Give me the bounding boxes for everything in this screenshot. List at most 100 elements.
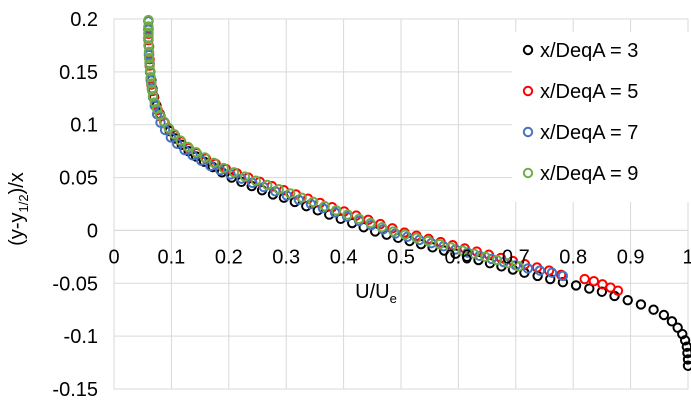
data-point bbox=[376, 222, 388, 233]
data-point bbox=[163, 122, 174, 134]
data-point bbox=[486, 253, 497, 265]
data-point bbox=[546, 267, 558, 278]
data-point bbox=[503, 258, 514, 269]
data-point bbox=[457, 245, 468, 256]
y-tick-label: 0.05 bbox=[59, 168, 98, 190]
data-point bbox=[228, 167, 240, 178]
legend-marker bbox=[522, 126, 534, 138]
x-tick-label: 0.4 bbox=[330, 246, 358, 268]
data-point bbox=[658, 309, 670, 321]
data-point bbox=[434, 238, 445, 250]
y-tick-label: -0.05 bbox=[52, 273, 98, 295]
data-point bbox=[285, 188, 296, 199]
data-point bbox=[143, 21, 154, 32]
data-point bbox=[411, 232, 422, 244]
data-points bbox=[143, 14, 691, 371]
data-point bbox=[681, 341, 691, 352]
data-point bbox=[445, 242, 457, 253]
data-point bbox=[584, 283, 595, 294]
data-point bbox=[474, 250, 485, 262]
data-point bbox=[682, 347, 691, 359]
data-point bbox=[239, 171, 251, 182]
data-point bbox=[190, 147, 202, 158]
data-point bbox=[612, 285, 624, 296]
data-point bbox=[534, 265, 546, 276]
data-point bbox=[622, 295, 633, 306]
data-point bbox=[143, 46, 155, 57]
data-point bbox=[218, 162, 229, 174]
data-point bbox=[648, 304, 659, 315]
x-axis-ticks: 0 0.1 0.2 0.3 0.4 0.5 0.6 0.7 0.8 0.9 1 bbox=[108, 246, 691, 268]
legend-marker bbox=[522, 85, 534, 97]
data-point bbox=[390, 228, 401, 239]
legend-label: x/DeqA = 3 bbox=[540, 40, 638, 62]
data-point bbox=[296, 192, 307, 203]
data-point bbox=[146, 84, 158, 96]
data-point bbox=[399, 229, 411, 240]
x-tick-label: 0.9 bbox=[617, 246, 645, 268]
data-point bbox=[353, 213, 365, 225]
data-point bbox=[144, 59, 155, 70]
y-tick-label: -0.15 bbox=[52, 379, 98, 400]
legend-label: x/DeqA = 5 bbox=[540, 81, 638, 103]
x-tick-label: 0.1 bbox=[157, 246, 185, 268]
data-point bbox=[682, 360, 691, 371]
data-point bbox=[146, 78, 157, 89]
data-point bbox=[422, 235, 434, 247]
data-point bbox=[143, 33, 154, 45]
y-axis-ticks: 0.2 0.15 0.1 0.05 0 -0.05 -0.1 -0.15 bbox=[52, 9, 98, 400]
data-point bbox=[330, 205, 342, 216]
legend-background bbox=[512, 32, 690, 202]
x-tick-label: 1 bbox=[682, 246, 691, 268]
data-point bbox=[273, 184, 284, 195]
data-point bbox=[149, 97, 160, 108]
series-3 bbox=[143, 15, 569, 282]
legend: x/DeqA = 3 x/DeqA = 5 x/DeqA = 7 x/DeqA = 9 bbox=[512, 32, 690, 202]
x-tick-label: 0.6 bbox=[444, 246, 472, 268]
data-point bbox=[262, 179, 273, 191]
x-axis-title: U/Ue bbox=[355, 281, 397, 306]
data-point bbox=[588, 275, 600, 287]
y-tick-label: 0.15 bbox=[59, 62, 98, 84]
data-point bbox=[305, 198, 317, 210]
y-tick-label: 0 bbox=[87, 220, 98, 242]
series-4 bbox=[143, 14, 524, 272]
x-tick-label: 0.3 bbox=[272, 246, 300, 268]
data-point bbox=[462, 247, 473, 258]
x-tick-label: 0.8 bbox=[559, 246, 587, 268]
data-point bbox=[365, 217, 376, 229]
data-point bbox=[147, 90, 159, 102]
data-point bbox=[579, 273, 590, 285]
data-point bbox=[250, 175, 261, 186]
y-tick-label: 0.1 bbox=[70, 115, 98, 137]
data-point bbox=[679, 335, 691, 346]
data-point bbox=[468, 248, 480, 259]
x-tick-label: 0.5 bbox=[387, 246, 415, 268]
data-point bbox=[143, 40, 154, 51]
x-tick-label: 0 bbox=[108, 246, 119, 268]
x-tick-label: 0.7 bbox=[502, 246, 530, 268]
y-axis-title: (y-y1/2)/x bbox=[6, 172, 31, 246]
data-point bbox=[666, 316, 678, 327]
data-point bbox=[522, 263, 534, 274]
data-point bbox=[208, 157, 220, 168]
data-point bbox=[307, 196, 319, 208]
data-point bbox=[182, 141, 194, 153]
data-point bbox=[143, 14, 154, 26]
data-point bbox=[388, 226, 399, 237]
data-point bbox=[491, 254, 503, 266]
data-point bbox=[342, 209, 353, 220]
data-point bbox=[570, 280, 582, 291]
data-point bbox=[319, 200, 330, 212]
legend-label: x/DeqA = 9 bbox=[540, 163, 638, 185]
legend-label: x/DeqA = 7 bbox=[540, 122, 638, 144]
data-point bbox=[199, 152, 210, 163]
data-point bbox=[169, 129, 180, 140]
legend-marker bbox=[522, 44, 534, 56]
x-tick-label: 0.2 bbox=[215, 246, 243, 268]
data-point bbox=[635, 299, 647, 310]
data-point bbox=[175, 135, 186, 146]
data-point bbox=[480, 251, 491, 263]
data-point bbox=[682, 354, 691, 365]
